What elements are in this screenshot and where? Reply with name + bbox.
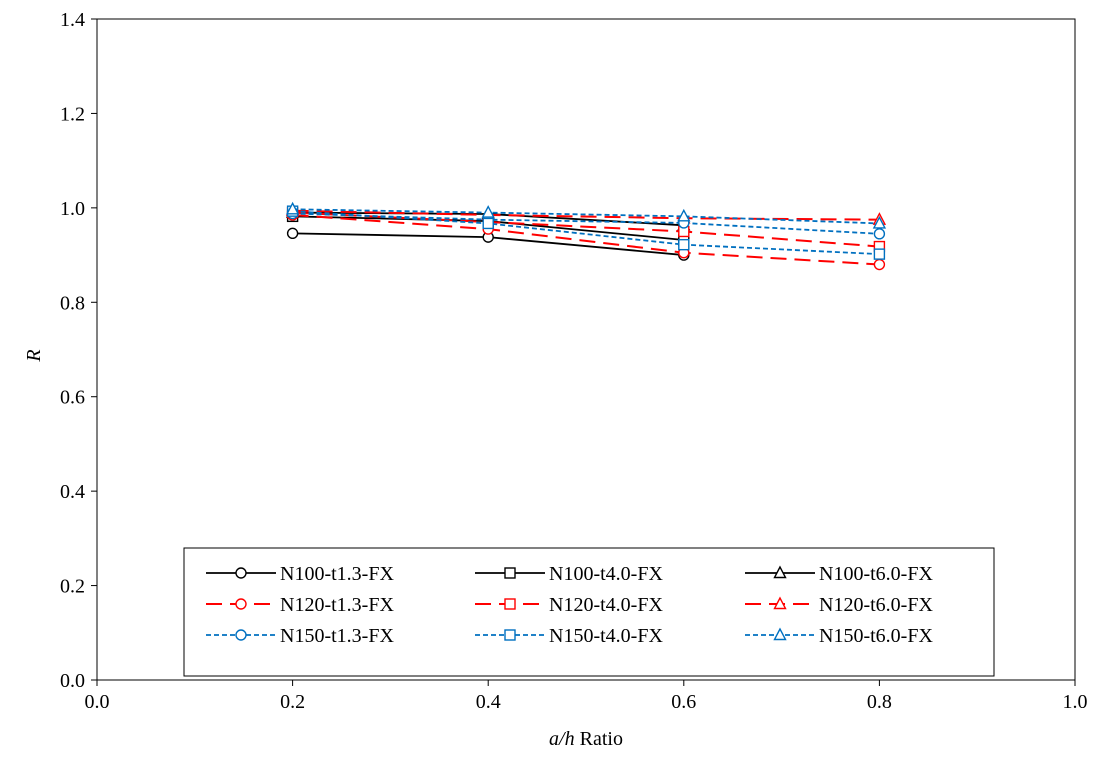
legend-label: N150-t4.0-FX <box>549 625 663 647</box>
legend-item: N150-t6.0-FX <box>745 625 933 647</box>
legend-label: N120-t6.0-FX <box>819 594 933 616</box>
x-tick-label: 0.0 <box>85 691 110 713</box>
legend-label: N100-t1.3-FX <box>280 563 394 585</box>
legend-item: N100-t4.0-FX <box>475 563 663 585</box>
x-tick-label: 0.8 <box>867 691 892 713</box>
y-tick-label: 1.4 <box>60 9 85 31</box>
y-axis-title: R <box>23 349 45 362</box>
legend-marker <box>504 629 516 641</box>
legend-label: N120-t4.0-FX <box>549 594 663 616</box>
x-tick-label: 0.4 <box>476 691 501 713</box>
legend-marker <box>773 596 787 610</box>
y-tick-label: 0.2 <box>60 576 85 598</box>
y-tick-label: 0.4 <box>60 481 85 503</box>
legend: N100-t1.3-FX N100-t4.0-FX N100-t6.0-FX N120… <box>183 547 995 677</box>
legend-label: N120-t1.3-FX <box>280 594 394 616</box>
legend-label: N100-t4.0-FX <box>549 563 663 585</box>
x-axis-title: a/h Ratio <box>549 728 623 750</box>
data-point <box>873 248 886 260</box>
data-point <box>678 238 690 251</box>
series-line <box>292 213 880 266</box>
legend-marker <box>235 629 247 641</box>
series-line <box>292 209 880 221</box>
series-N150-t6.0-FX <box>285 201 887 229</box>
data-point <box>873 228 886 240</box>
data-point <box>677 208 691 222</box>
legend-item: N100-t6.0-FX <box>745 563 933 585</box>
legend-item: N120-t6.0-FX <box>745 594 933 616</box>
data-point <box>286 227 299 240</box>
x-axis-title-plain: Ratio <box>575 728 623 750</box>
y-tick-label: 1.0 <box>60 198 85 220</box>
legend-marker <box>773 565 787 579</box>
series-layer <box>285 201 887 271</box>
legend-item: N150-t1.3-FX <box>206 625 394 647</box>
y-tick-label: 0.8 <box>60 292 85 314</box>
legend-box <box>183 547 995 677</box>
data-point <box>872 215 887 229</box>
series-line <box>292 208 880 225</box>
data-point <box>285 201 300 215</box>
x-tick-label: 0.2 <box>280 691 305 713</box>
legend-marker <box>504 567 516 579</box>
x-tick-label: 1.0 <box>1063 691 1088 713</box>
data-point <box>481 205 495 218</box>
legend-marker <box>504 598 516 610</box>
x-tick-label: 0.6 <box>671 691 696 713</box>
y-tick-label: 0.0 <box>60 670 85 692</box>
y-axis: 0.0 0.2 0.4 0.6 0.8 1.0 1.2 1.4 <box>60 9 97 692</box>
legend-label: N150-t6.0-FX <box>819 625 933 647</box>
legend-item: N150-t4.0-FX <box>475 625 663 647</box>
legend-marker <box>235 598 247 610</box>
legend-label: N100-t6.0-FX <box>819 563 933 585</box>
x-axis: 0.0 0.2 0.4 0.6 0.8 1.0 <box>85 680 1088 713</box>
legend-item: N120-t1.3-FX <box>206 594 394 616</box>
legend-marker <box>773 627 787 641</box>
data-point <box>482 217 494 230</box>
y-tick-label: 1.2 <box>60 103 85 125</box>
legend-label: N150-t1.3-FX <box>280 625 394 647</box>
legend-item: N100-t1.3-FX <box>206 563 394 585</box>
legend-item: N120-t4.0-FX <box>475 594 663 616</box>
legend-marker <box>235 567 247 579</box>
x-axis-title-italic: a/h <box>549 728 575 750</box>
y-tick-label: 0.6 <box>60 387 85 409</box>
plot-area-frame <box>96 18 1076 681</box>
data-point <box>873 258 886 271</box>
series-line <box>292 210 880 256</box>
